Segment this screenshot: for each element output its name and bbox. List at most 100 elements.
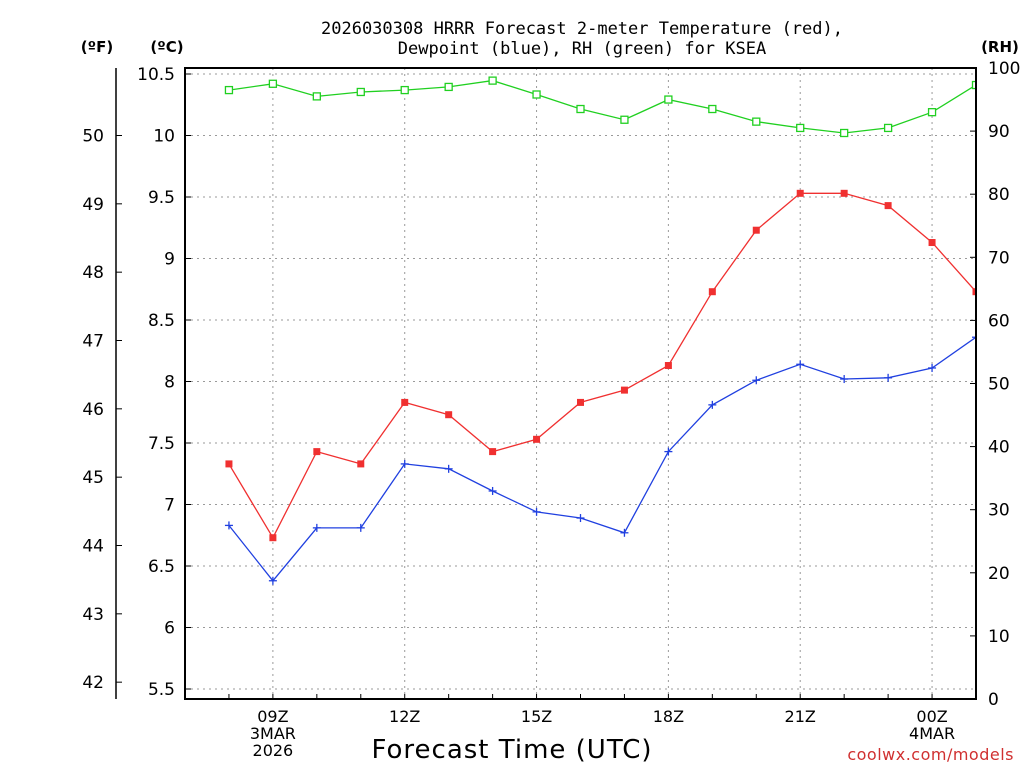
dewpoint-point xyxy=(488,486,497,495)
temperature-point xyxy=(1016,313,1023,320)
rh-point xyxy=(971,80,976,90)
rh-tick-label: 0 xyxy=(988,690,999,710)
celsius-unit-label: (ºC) xyxy=(150,38,183,56)
dewpoint-point xyxy=(972,333,976,342)
fahrenheit-tick-label: 44 xyxy=(82,537,104,557)
x-tick-label: 00Z xyxy=(916,707,947,726)
rh-tick-label: 60 xyxy=(988,311,1010,331)
dewpoint-point xyxy=(312,523,321,532)
watermark: coolwx.com/models xyxy=(847,745,1014,764)
rh-point xyxy=(400,85,409,95)
series-dewpoint xyxy=(224,333,1024,585)
celsius-tick-label: 10.5 xyxy=(137,65,175,85)
rh-point xyxy=(708,104,717,114)
rh-point xyxy=(356,87,365,97)
dewpoint-point xyxy=(620,528,629,537)
dewpoint-point xyxy=(1016,343,1024,351)
fahrenheit-tick-label: 47 xyxy=(82,332,104,352)
dewpoint-point xyxy=(840,375,849,384)
dewpoint-point xyxy=(576,514,585,523)
temperature-point xyxy=(225,460,233,468)
dewpoint-point xyxy=(356,523,365,532)
x-tick-label: 3MAR xyxy=(250,724,296,743)
rh-axis: 0 10 20 30 40 50 60 70 80 90 100 xyxy=(970,59,1020,710)
temperature-point xyxy=(796,189,804,197)
celsius-tick-label: 8 xyxy=(164,373,175,393)
dewpoint-point xyxy=(532,507,541,516)
dewpoint-point xyxy=(400,459,409,468)
dewpoint-point xyxy=(796,360,805,369)
fahrenheit-tick-label: 43 xyxy=(82,605,104,625)
celsius-tick-label: 7 xyxy=(164,496,175,516)
rh-point xyxy=(576,104,585,114)
rh-point xyxy=(444,82,453,92)
fahrenheit-tick-label: 49 xyxy=(82,195,104,215)
x-tick-label: 18Z xyxy=(653,707,684,726)
chart-title-line2: Dewpoint (blue), RH (green) for KSEA xyxy=(398,39,766,59)
fahrenheit-tick-label: 42 xyxy=(82,673,104,693)
celsius-tick-label: 7.5 xyxy=(148,434,175,454)
x-tick-label: 21Z xyxy=(785,707,816,726)
temperature-point xyxy=(664,362,672,370)
rh-tick-label: 10 xyxy=(988,627,1010,647)
rh-line xyxy=(228,79,976,134)
rh-point xyxy=(532,90,541,99)
dewpoint-point xyxy=(884,373,893,382)
fahrenheit-axis: 42 43 44 45 46 47 48 49 50 xyxy=(82,127,122,693)
rh-tick-label: 20 xyxy=(988,564,1010,584)
dewpoint-point xyxy=(224,521,233,530)
dewpoint-point xyxy=(664,447,673,456)
celsius-tick-label: 6 xyxy=(164,619,175,639)
series-rh xyxy=(224,76,976,138)
temperature-point xyxy=(752,226,760,234)
series-layer xyxy=(224,76,1024,585)
rh-tick-label: 100 xyxy=(988,59,1020,79)
celsius-tick-label: 5.5 xyxy=(148,680,175,700)
grid-lines xyxy=(185,68,976,699)
rh-tick-label: 50 xyxy=(988,375,1010,395)
temperature-point xyxy=(620,386,628,394)
rh-tick-label: 70 xyxy=(988,248,1010,268)
temperature-point xyxy=(445,411,453,419)
rh-tick-label: 80 xyxy=(988,185,1010,205)
chart-title-line1: 2026030308 HRRR Forecast 2-meter Tempera… xyxy=(321,19,843,39)
temperature-point xyxy=(708,288,716,296)
rh-point xyxy=(883,123,893,133)
rh-point xyxy=(488,76,497,85)
temperature-point xyxy=(972,288,976,296)
temperature-point xyxy=(269,534,277,542)
fahrenheit-tick-label: 48 xyxy=(82,263,104,283)
dewpoint-point xyxy=(708,400,717,409)
rh-point xyxy=(927,108,937,117)
temperature-point xyxy=(840,189,848,197)
x-tick-label: 2026 xyxy=(253,741,294,760)
celsius-tick-label: 9 xyxy=(164,250,175,270)
dewpoint-point xyxy=(444,464,453,473)
fahrenheit-unit-label: (ºF) xyxy=(81,38,113,56)
rh-tick-label: 40 xyxy=(988,438,1010,458)
x-tick-label: 15Z xyxy=(521,707,552,726)
celsius-tick-label: 10 xyxy=(153,127,175,147)
series-temperature xyxy=(225,189,1023,542)
celsius-tick-label: 9.5 xyxy=(148,188,175,208)
rh-unit-label: (RH) xyxy=(981,38,1019,56)
x-tick-label: 09Z xyxy=(257,707,288,726)
dewpoint-point xyxy=(268,576,277,585)
plot-frame xyxy=(184,67,977,700)
celsius-axis: 5.5 6 6.5 7 7.5 8 8.5 9 9.5 10 10.5 xyxy=(137,65,191,700)
rh-point xyxy=(752,117,761,126)
rh-tick-label: 90 xyxy=(988,122,1010,142)
temperature-point xyxy=(357,460,365,468)
rh-point xyxy=(620,115,629,124)
dewpoint-line xyxy=(228,336,976,582)
fahrenheit-tick-label: 45 xyxy=(82,468,104,488)
rh-point xyxy=(268,79,278,88)
dewpoint-point xyxy=(752,376,761,385)
rh-tick-label: 30 xyxy=(988,501,1010,521)
temperature-point xyxy=(489,448,497,456)
x-axis-label: Forecast Time (UTC) xyxy=(371,735,652,765)
celsius-tick-label: 8.5 xyxy=(148,311,175,331)
rh-point xyxy=(796,123,805,133)
